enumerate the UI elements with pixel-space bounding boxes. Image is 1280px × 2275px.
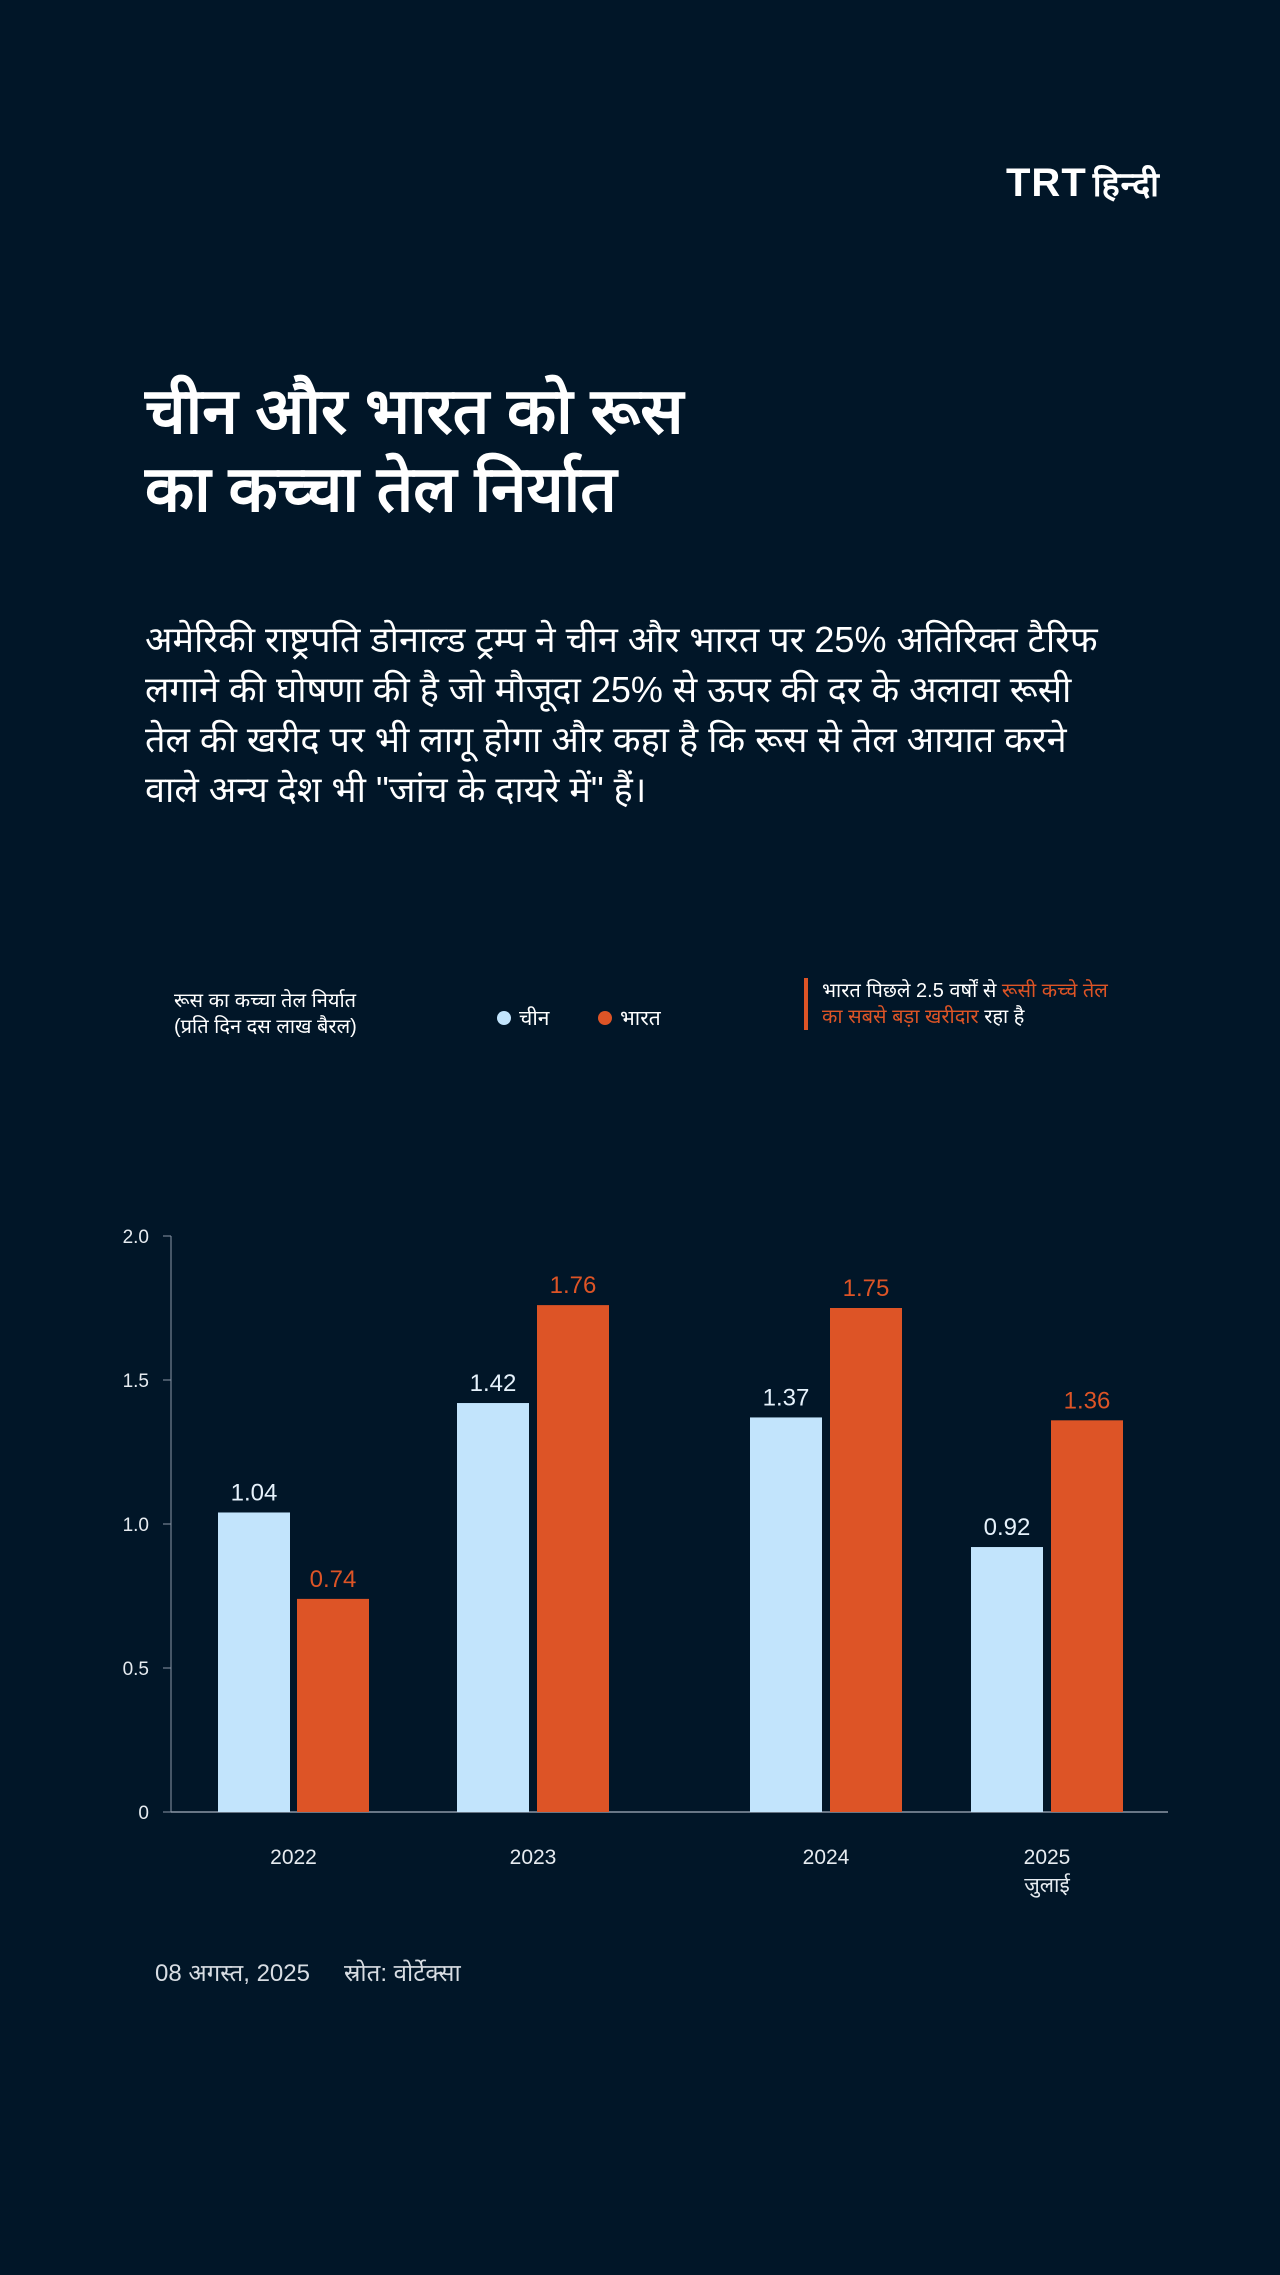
bar-china-2022 xyxy=(218,1512,290,1812)
bar-india-2025 xyxy=(1051,1420,1123,1812)
bar-india-2023 xyxy=(537,1305,609,1812)
title-line: चीन और भारत को रूस xyxy=(145,375,684,447)
data-label: 1.75 xyxy=(843,1275,890,1302)
india-dot-icon xyxy=(598,1011,612,1025)
legend-china: चीन xyxy=(497,1004,549,1032)
data-label: 1.04 xyxy=(231,1479,278,1506)
bar-china-2024 xyxy=(750,1417,822,1812)
x-tick-label: 2025 xyxy=(1024,1846,1071,1869)
data-label: 0.92 xyxy=(984,1514,1031,1541)
data-label: 1.37 xyxy=(763,1384,810,1411)
bar-chart: 0 0.5 1.0 1.5 2.0 1.04 0.74 2022 1.42 1.76 2023 1.3… xyxy=(123,1227,1168,1898)
data-label: 1.76 xyxy=(550,1272,597,1299)
annotation-note: भारत पिछले 2.5 वर्षों से रूसी कच्चे तेल … xyxy=(804,978,1122,1030)
bar-china-2023 xyxy=(457,1403,529,1812)
source: स्रोत: वोर्टेक्सा xyxy=(343,1960,461,1987)
y-tick-label: 0 xyxy=(138,1803,149,1824)
bar-india-2024 xyxy=(830,1308,902,1812)
china-dot-icon xyxy=(497,1011,511,1025)
x-tick-label: 2022 xyxy=(270,1846,317,1869)
data-label: 1.36 xyxy=(1064,1387,1111,1414)
bar-india-2022 xyxy=(297,1598,369,1812)
x-tick-sublabel: जुलाई xyxy=(1024,1873,1071,1898)
date: 08 अगस्त, 2025 xyxy=(155,1960,310,1987)
x-tick-label: 2024 xyxy=(803,1846,850,1869)
trt-logo: TRT हिन्दी xyxy=(1006,161,1160,205)
data-label: 0.74 xyxy=(310,1566,357,1593)
y-axis-label: रूस का कच्चा तेल निर्यात (प्रति दिन दस ल… xyxy=(174,990,357,1038)
title-line: का कच्चा तेल निर्यात xyxy=(145,453,617,525)
y-tick-label: 0.5 xyxy=(123,1659,149,1680)
y-tick-label: 1.5 xyxy=(123,1371,149,1392)
x-tick-label: 2023 xyxy=(510,1846,557,1869)
description: अमेरिकी राष्ट्रपति डोनाल्ड ट्रम्प ने चीन… xyxy=(145,619,1098,810)
bar-china-2025 xyxy=(971,1547,1043,1812)
y-tick-label: 1.0 xyxy=(123,1515,149,1536)
page-title: चीन और भारत को रूस का कच्चा तेल निर्यात xyxy=(145,372,1045,528)
footer: 08 अगस्त, 2025 स्रोत: वोर्टेक्सा xyxy=(155,1956,495,1989)
y-tick-label: 2.0 xyxy=(123,1227,149,1248)
legend-india: भारत xyxy=(598,1004,661,1032)
data-label: 1.42 xyxy=(470,1370,517,1397)
